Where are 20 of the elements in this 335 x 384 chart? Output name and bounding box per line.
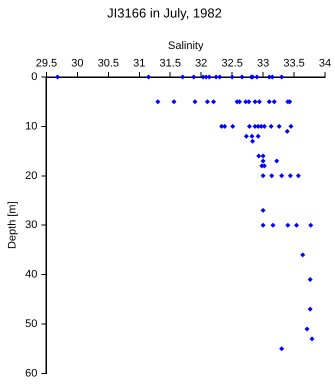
- y-tick-label: 30: [25, 219, 38, 232]
- x-tick-label: 30.5: [98, 57, 120, 70]
- x-tick-label: 33: [256, 57, 270, 70]
- x-tick-label: 29.5: [36, 57, 58, 70]
- x-axis-title: Salinity: [168, 40, 204, 52]
- y-tick-label: 40: [25, 268, 38, 281]
- chart-title: JI3166 in July, 1982: [107, 5, 222, 20]
- y-tick-label: 0: [31, 71, 38, 84]
- y-tick-label: 50: [25, 318, 38, 330]
- x-tick-label: 33.5: [283, 57, 305, 70]
- x-tick-label: 30: [71, 57, 84, 70]
- x-tick-label: 31.5: [160, 57, 181, 70]
- x-tick-label: 31: [133, 57, 146, 70]
- y-tick-label: 10: [25, 120, 38, 132]
- x-tick-label: 32: [195, 57, 208, 70]
- y-tick-label: 60: [25, 367, 38, 380]
- y-axis-title: Depth [m]: [6, 201, 19, 250]
- x-tick-label: 32.5: [221, 57, 243, 70]
- x-tick-label: 34: [318, 57, 332, 70]
- y-tick-label: 20: [25, 170, 38, 182]
